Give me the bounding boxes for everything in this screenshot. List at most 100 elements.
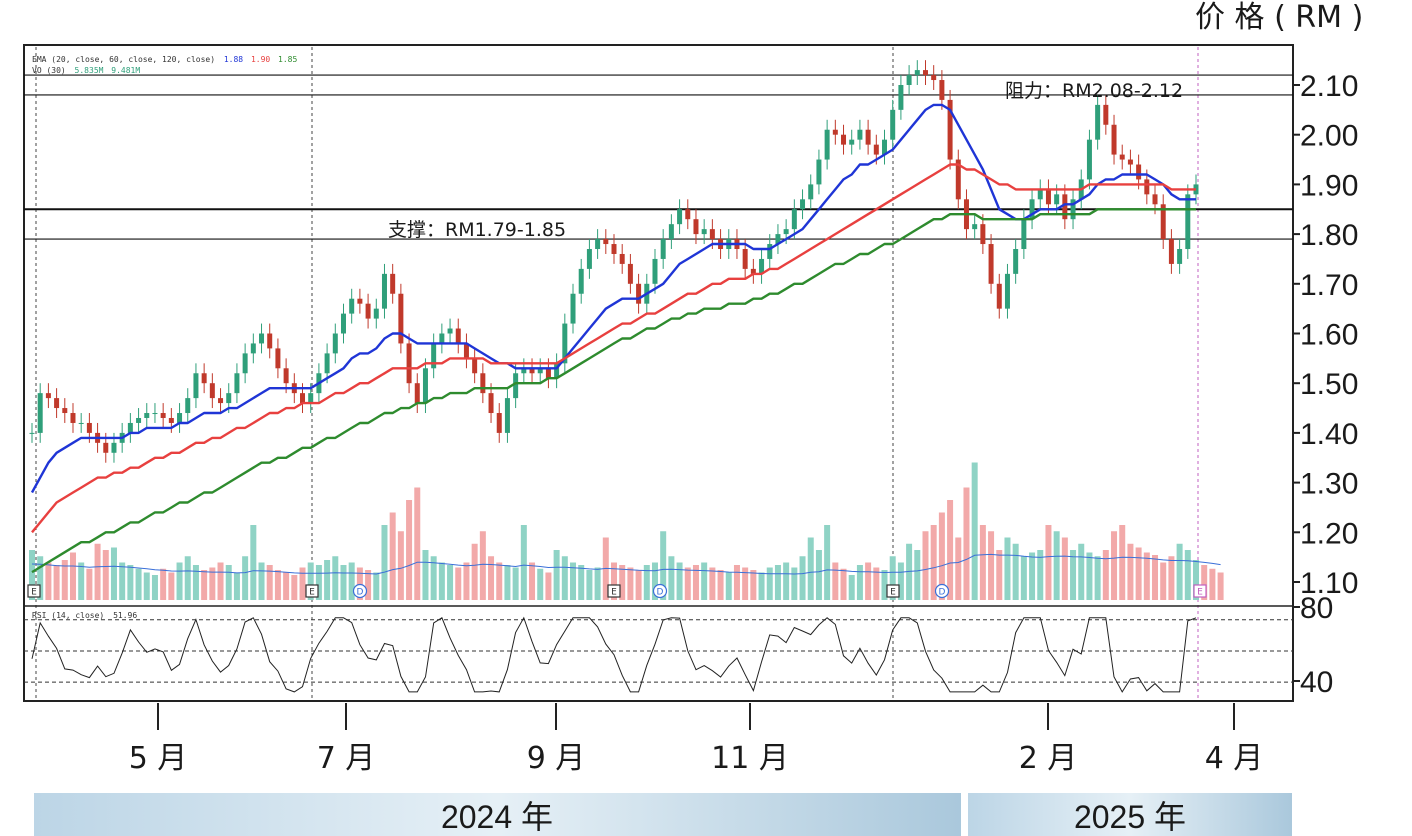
y-tick-label: 1.10 bbox=[1300, 567, 1358, 600]
legend-vol-value-1: 5.835M bbox=[75, 66, 104, 75]
legend-vol-text: VO (30) 5.835M 9.481M bbox=[32, 66, 140, 75]
volume-bar bbox=[242, 556, 249, 600]
volume-bar bbox=[291, 575, 298, 600]
candle-body bbox=[349, 298, 355, 314]
volume-bar bbox=[488, 556, 495, 600]
volume-bar bbox=[537, 568, 544, 600]
candle-body bbox=[791, 209, 797, 230]
candle-body bbox=[1177, 249, 1183, 264]
volume-bar bbox=[1111, 531, 1118, 600]
volume-bar bbox=[176, 562, 183, 600]
volume-bar bbox=[274, 570, 281, 600]
candle-body bbox=[1054, 194, 1060, 205]
volume-bar bbox=[471, 543, 478, 600]
volume-bar bbox=[529, 562, 536, 600]
candle-body bbox=[537, 368, 543, 374]
candle-body bbox=[1004, 273, 1010, 309]
candle-body bbox=[660, 239, 666, 259]
candle-body bbox=[988, 244, 994, 284]
candle-body bbox=[742, 249, 748, 269]
candle-body bbox=[242, 353, 248, 374]
candle-body bbox=[250, 343, 256, 354]
candle-body bbox=[168, 417, 174, 423]
candle-body bbox=[816, 159, 822, 185]
volume-bar bbox=[438, 562, 445, 600]
marker-label: D bbox=[357, 588, 364, 598]
volume-bar bbox=[611, 562, 617, 600]
volume-bar bbox=[824, 525, 831, 600]
volume-bar bbox=[758, 572, 765, 600]
y-tick-label: 2.00 bbox=[1300, 120, 1358, 153]
volume-bar bbox=[947, 500, 954, 600]
candle-body bbox=[144, 413, 150, 418]
volume-bar bbox=[61, 560, 68, 600]
volume-bar bbox=[430, 556, 437, 600]
candle-body bbox=[259, 333, 265, 344]
candle-body bbox=[201, 373, 207, 384]
candle-body bbox=[882, 139, 888, 155]
legend-vol-value-2: 9.481M bbox=[111, 66, 140, 75]
candle-body bbox=[267, 333, 273, 349]
volume-bar bbox=[619, 565, 626, 600]
volume-bar bbox=[660, 531, 667, 600]
x-tick-label: 7 月 bbox=[317, 741, 376, 776]
candle-body bbox=[1095, 104, 1101, 140]
candle-body bbox=[873, 144, 879, 155]
candle-body bbox=[980, 224, 986, 245]
candle-body bbox=[193, 373, 199, 399]
candle-body bbox=[365, 303, 371, 319]
volume-bar bbox=[1201, 565, 1208, 600]
volume-bar bbox=[258, 562, 265, 600]
volume-bar bbox=[324, 560, 331, 600]
volume-bar bbox=[692, 565, 699, 600]
volume-bar bbox=[733, 565, 740, 600]
y-axis: 2.10 2.00 1.90 1.80 1.70 1.60 1.50 1.40 1.30 1.20… bbox=[1293, 70, 1358, 699]
volume-bar bbox=[865, 562, 872, 600]
y-tick-label: 1.90 bbox=[1300, 169, 1358, 202]
volume-bar bbox=[209, 567, 216, 600]
candle-body bbox=[218, 398, 224, 404]
month-dividers bbox=[35, 47, 1199, 699]
volume-bar bbox=[725, 572, 732, 600]
volume-bar bbox=[1094, 556, 1101, 600]
candle-body bbox=[422, 368, 428, 404]
volume-bar bbox=[233, 572, 240, 600]
support-label: 支撑：RM1.79-1.85 bbox=[388, 219, 566, 241]
candle-body bbox=[890, 109, 896, 140]
candle-body bbox=[234, 373, 240, 394]
marker-label: E bbox=[1197, 588, 1203, 598]
legend-ema120-value: 1.85 bbox=[278, 55, 297, 64]
candle-body bbox=[45, 393, 51, 399]
volume-bar bbox=[955, 537, 962, 600]
volume-bar bbox=[1102, 550, 1109, 600]
volume-bar bbox=[1184, 550, 1191, 600]
candle-body bbox=[939, 80, 945, 100]
volume-bar bbox=[315, 565, 322, 600]
volume-bar bbox=[217, 562, 224, 600]
candle-body bbox=[906, 75, 912, 85]
marker-label: E bbox=[31, 588, 37, 598]
candle-body bbox=[1029, 199, 1035, 220]
volume-bar bbox=[307, 562, 314, 600]
candle-body bbox=[136, 417, 142, 423]
marker-earnings bbox=[27, 584, 41, 598]
legend-ema60-value: 1.90 bbox=[251, 55, 270, 64]
volume-bar bbox=[127, 565, 134, 600]
volume-bar bbox=[1152, 555, 1159, 600]
volume-average-line bbox=[31, 553, 1221, 575]
volume-bar bbox=[914, 550, 921, 600]
volume-bar bbox=[676, 562, 683, 600]
candle-body bbox=[185, 398, 191, 414]
candle-body bbox=[898, 85, 904, 110]
volume-bar bbox=[143, 572, 150, 600]
volume-bar bbox=[1078, 543, 1085, 600]
candle-body bbox=[300, 393, 306, 404]
candle-body bbox=[1185, 194, 1191, 250]
candle-body bbox=[554, 363, 560, 379]
legend-rsi-value: 51.96 bbox=[113, 611, 137, 620]
candle-body bbox=[1144, 179, 1150, 195]
volume-bar bbox=[856, 565, 863, 600]
x-tick-label: 9 月 bbox=[527, 741, 586, 776]
volume-bar bbox=[791, 567, 798, 600]
volume-bar bbox=[389, 512, 396, 600]
